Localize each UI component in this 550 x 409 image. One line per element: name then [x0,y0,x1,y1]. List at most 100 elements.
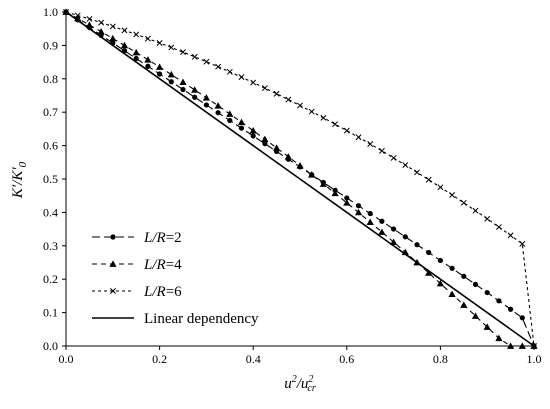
series-marker [414,242,420,248]
series-marker [508,306,514,312]
series-marker-stroke [261,85,268,92]
series-marker [343,127,350,134]
legend-label-italic: L/R [143,257,166,273]
series-marker-stroke [519,240,526,247]
series-marker [121,27,128,34]
series-marker-stroke [250,79,257,86]
legend-item-1: L/R=2 [92,230,182,246]
series-marker [296,162,304,169]
series-marker-stroke [180,49,186,56]
series-marker-stroke [355,134,362,141]
series-marker [402,162,409,168]
legend-label-italic: L/R [143,284,166,300]
series-marker-stroke [437,184,444,191]
series-marker [237,118,246,126]
series-marker [179,78,187,86]
series-marker [273,90,280,97]
series-marker-stroke [226,68,233,75]
series-marker-stroke [215,63,222,70]
series-marker-stroke [285,96,292,103]
series-marker [331,189,339,197]
series-marker [97,28,105,35]
series-marker [250,79,257,86]
series-marker [391,226,397,232]
series-marker-stroke [74,12,81,19]
series-marker [167,70,175,78]
series-marker [437,184,444,191]
legend-label: Linear dependency [144,311,259,327]
series-marker [507,342,515,349]
x-axis-label: u2/u2 cr [284,374,316,394]
legend-item-2: L/R=4 [92,257,182,273]
series-marker-stroke [133,31,140,38]
series-marker [320,114,327,121]
legend-item-4: Linear dependency [92,311,259,327]
series-marker [390,238,398,245]
series-marker [238,125,245,131]
legend-label-text: =4 [166,257,182,273]
series-marker [250,133,256,139]
series-marker [133,31,140,38]
series-marker [145,63,151,69]
series-marker [168,79,174,85]
legend-swatch-marker [109,260,117,267]
x-tick-label: 0.8 [433,352,448,366]
series-marker [343,199,351,206]
series-marker-stroke [390,154,397,161]
series-marker [518,342,526,349]
series-marker [472,207,479,214]
series-marker-stroke [320,114,327,121]
series-marker [192,94,198,100]
series-marker [285,96,292,103]
series-marker [425,269,433,276]
series-marker [132,48,140,56]
series-marker [425,176,432,183]
y-axis-label: K′/K′0 [10,161,29,199]
series-marker [483,323,491,330]
series-marker [484,289,490,296]
y-tick-label: 0.7 [43,105,58,119]
series-marker-stroke [495,224,502,230]
legend-swatch-marker-stroke [110,288,116,294]
series-marker [86,15,93,22]
series-marker-stroke [507,232,514,239]
series-marker [85,21,93,28]
series-marker [496,298,502,304]
y-tick-label: 1.0 [43,5,58,19]
series-marker [202,94,210,101]
y-tick-label: 0.1 [43,306,58,320]
y-tick-label: 0.2 [43,272,58,286]
series-marker [168,44,175,51]
series-marker [215,110,221,116]
legend-label: L/R=2 [143,230,182,246]
series-marker [261,135,269,143]
y-tick-label: 0.8 [43,72,58,86]
series-marker [144,35,151,42]
series-marker-stroke [98,19,105,26]
series-marker-stroke [472,207,479,214]
series-marker [390,154,397,161]
series-marker-stroke [238,74,245,81]
series-marker [120,41,129,49]
x-tick-label: 0.2 [152,352,167,366]
series-marker-stroke [144,35,151,42]
series-marker [355,134,362,141]
series-marker-stroke [156,40,163,46]
series-marker [109,34,117,42]
series-marker-stroke [203,58,210,65]
legend-label-text: Linear dependency [144,311,259,327]
series-marker [436,279,444,287]
series-marker [238,74,245,81]
series-marker [402,234,408,240]
series-marker [215,63,222,70]
legend-swatch-marker [110,234,116,240]
x-tick-label: 0.4 [246,352,261,366]
series-marker-stroke [343,127,350,134]
series-marker [461,273,467,279]
series-marker [214,102,222,109]
series-marker-stroke [402,162,409,168]
series-marker [308,108,315,115]
series-marker [109,23,116,30]
series-marker-stroke [378,147,385,154]
